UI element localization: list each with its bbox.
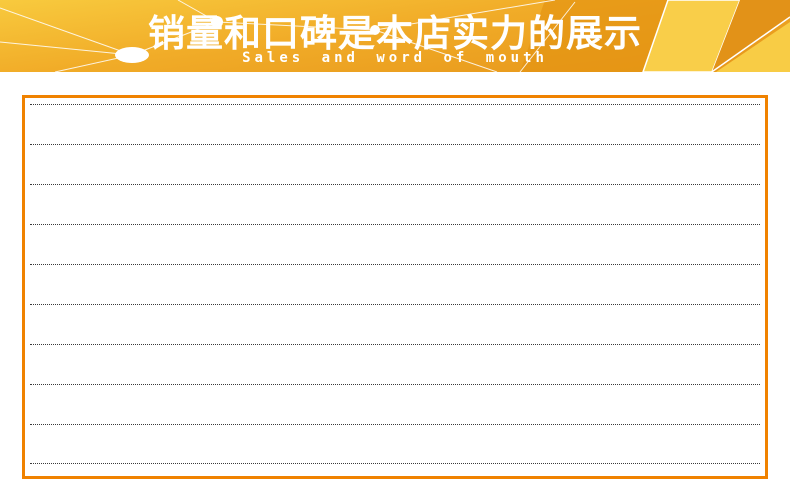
sales-ticker-panel: 10 分钟前【江苏省无锡市】零 *** 错拍下了 :540 微型电机风扇电机碎纸… [22, 95, 768, 479]
sales-row: 19 小时前【河南省郑州市】阿 *** 丽拍下了 :775 大扭矩马达筋膜枪有刷… [30, 224, 760, 264]
sales-row: 15 分钟前【广东省佛山市】t***6 拍下了 :545 微型直流电机风扇电机 … [30, 144, 760, 184]
header-banner: 销量和口碑是本店实力的展示 Sales and word of mouth [0, 0, 790, 72]
page-title: 销量和口碑是本店实力的展示 [148, 13, 642, 54]
sales-row: 1 天前【湖南省怀化市】t***0 拍下了 :390 螺纹轴电机榨汁机电机 39… [30, 304, 760, 344]
page-subtitle: Sales and word of mouth [242, 50, 548, 66]
sales-row: 1 小时前【广东省惠州市】W***8 拍下了 :37 直流减速电机只能马桶电机售… [30, 184, 760, 224]
white-dot-large [115, 47, 149, 63]
sales-row: 10 分钟前【江苏省无锡市】零 *** 错拍下了 :540 微型电机风扇电机碎纸… [30, 104, 760, 144]
sales-row: 1 天前【浙江省杭州市】小 ***Y 拍下了 :385 微型直流减速电机 324… [30, 344, 760, 384]
white-dot-medium [211, 16, 223, 28]
sales-row: 1 天前【广东省深圳市】t***T 拍下了 : 厂家定制 43mm 行星减速电机… [30, 424, 760, 464]
white-dot-small [370, 25, 380, 35]
header-decoration-graphic [0, 0, 790, 72]
sales-row: 19 小时前【四川省成都市】A***0 拍下了 :550 微型直流减速电机电动小… [30, 264, 760, 304]
sales-row: 1 天前【浙江省绍兴市】t***5 拍下了 :25GA370 直流减速电机出轴定… [30, 384, 760, 424]
